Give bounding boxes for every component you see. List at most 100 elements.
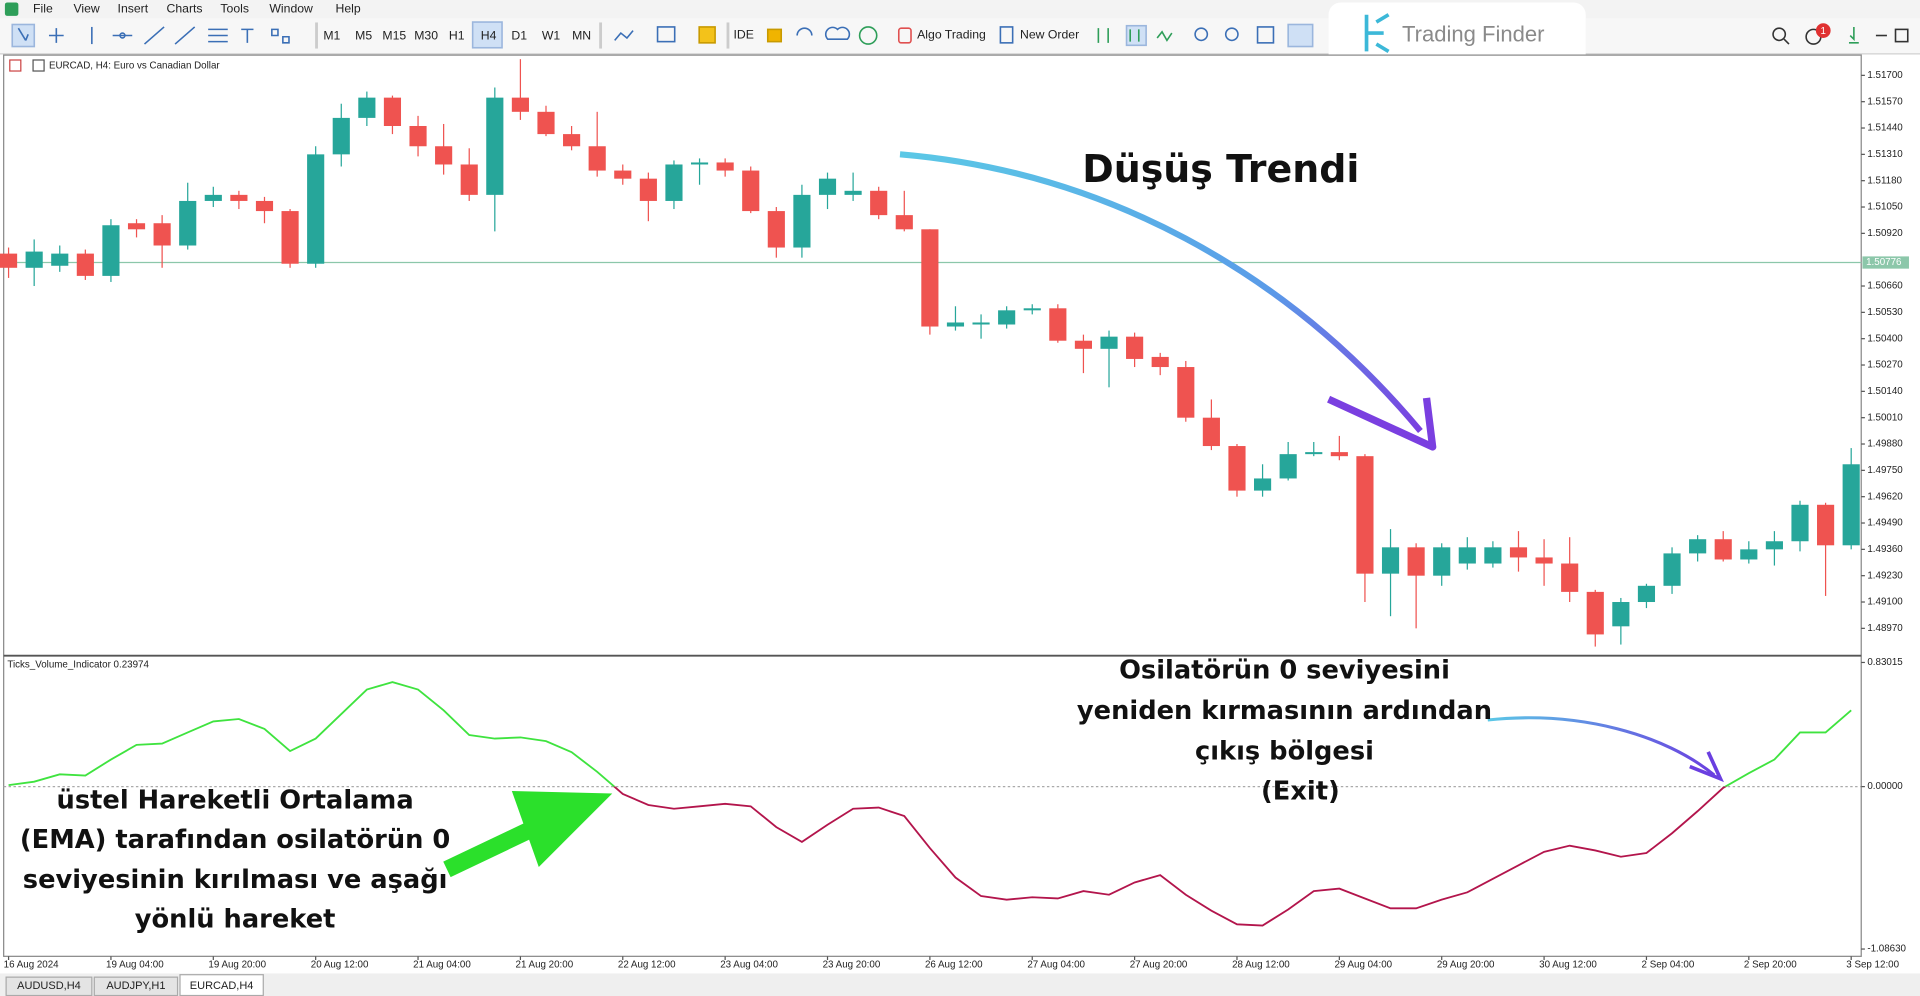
candle-body: [1765, 541, 1783, 550]
x-tick-label: 29 Aug 04:00: [1334, 959, 1392, 970]
entry-annotation: (EMA) tarafından osilatörün 0: [20, 825, 450, 855]
candle-body: [102, 225, 120, 276]
trend-arrow-head: [1327, 395, 1437, 451]
timeframe-button[interactable]: M1: [323, 28, 340, 42]
candle-body: [1126, 336, 1144, 359]
y-tick-label: 1.49620: [1867, 491, 1903, 502]
timeframe-button[interactable]: MN: [572, 28, 591, 42]
candle-body: [25, 251, 43, 268]
candle-body: [1151, 356, 1169, 368]
candle-body: [614, 170, 632, 179]
menu-item[interactable]: View: [73, 1, 99, 15]
chart-icon: [32, 59, 45, 72]
candle-body: [1535, 557, 1553, 564]
y-tick-label: 1.51440: [1867, 123, 1903, 134]
y-tick-label: 1.51310: [1867, 149, 1903, 160]
y-tick-label: 1.49100: [1867, 597, 1903, 608]
candle-body: [998, 310, 1016, 325]
exit-arrow-head: [1689, 751, 1724, 783]
candle-body: [1177, 367, 1195, 418]
candle-body: [844, 190, 862, 195]
candle-body: [230, 194, 248, 201]
timeframe-button[interactable]: H4: [481, 28, 497, 42]
candle-body: [51, 253, 69, 266]
timeframe-button[interactable]: W1: [542, 28, 561, 42]
y-tick-label: 1.50140: [1867, 386, 1903, 397]
candle-body: [460, 164, 478, 195]
candle-body: [1586, 591, 1604, 635]
menu-item[interactable]: Insert: [118, 1, 149, 15]
candle-body: [537, 111, 555, 135]
candle-body: [1074, 340, 1092, 349]
x-tick-label: 22 Aug 12:00: [618, 959, 676, 970]
candle-body: [972, 322, 990, 325]
menu-item[interactable]: Charts: [167, 1, 203, 15]
toolbar-algo-trading[interactable]: Algo Trading: [917, 28, 986, 42]
y-tick-label: 1.51700: [1867, 70, 1903, 81]
entry-arrow-head: [511, 791, 613, 867]
annotation-texts: üstel Hareketli Ortalama (EMA) tarafından…: [20, 656, 1492, 935]
logo-icon: [1364, 13, 1390, 54]
menu-item[interactable]: Tools: [220, 1, 249, 15]
oscillator-line-negative: [612, 786, 1728, 927]
y-tick-label: 1.49750: [1867, 465, 1903, 476]
x-tick-label: 23 Aug 04:00: [720, 959, 778, 970]
y-tick-label: 1.51050: [1867, 202, 1903, 213]
toolbar-new-order[interactable]: New Order: [1020, 28, 1079, 42]
candle-body: [511, 97, 529, 112]
oscillator-line-positive: [8, 681, 1852, 787]
timeframe-button[interactable]: D1: [511, 28, 527, 42]
tab-label: EURCAD,H4: [190, 980, 254, 992]
candle-body: [1791, 504, 1809, 542]
timeframe-button[interactable]: H1: [449, 28, 465, 42]
candle-body: [1817, 504, 1835, 546]
menu-item[interactable]: Help: [336, 1, 361, 15]
menu-item[interactable]: File: [33, 1, 53, 15]
candle-body: [486, 97, 504, 195]
candle-body: [946, 322, 965, 327]
indicator-title: Ticks_Volume_Indicator 0.23974: [7, 659, 149, 670]
candle-body: [1509, 547, 1528, 558]
candle-body: [921, 229, 939, 327]
candle-body: [563, 134, 581, 147]
exit-annotation: çıkış bölgesi: [1195, 736, 1374, 766]
candle-body: [76, 253, 94, 276]
candle-body: [895, 215, 913, 230]
timeframe-button[interactable]: M30: [414, 28, 438, 42]
x-tick-label: 21 Aug 04:00: [413, 959, 471, 970]
candle-body: [153, 223, 171, 246]
candle-body: [870, 190, 888, 216]
toolbar-ide[interactable]: IDE: [733, 28, 753, 42]
y-tick-label: 1.50660: [1867, 281, 1903, 292]
timeframe-button[interactable]: M5: [355, 28, 372, 42]
exit-arrow: [1487, 716, 1716, 777]
candle-body: [1356, 456, 1374, 574]
candle-body: [588, 146, 606, 171]
trend-annotation: Düşüş Trendi: [1082, 147, 1359, 191]
price-label-bg: [1862, 256, 1909, 269]
y-tick-label: 1.51180: [1867, 175, 1902, 186]
y-tick-label: 1.50400: [1867, 333, 1903, 344]
candle-body: [127, 223, 146, 230]
tab-bar: [0, 973, 1920, 996]
candle-body: [1740, 549, 1758, 560]
price-label: 1.50776: [1866, 257, 1902, 268]
x-tick-label: 26 Aug 12:00: [925, 959, 983, 970]
x-tick-label: 2 Sep 04:00: [1642, 959, 1695, 970]
tool-icons: [11, 21, 1909, 49]
tab-label: AUDJPY,H1: [106, 980, 165, 992]
candle-body: [1842, 464, 1860, 546]
candle-body: [1612, 602, 1630, 627]
candle-body: [1100, 336, 1118, 349]
candle-body: [1330, 452, 1348, 457]
candle-body: [255, 200, 274, 212]
menu-item[interactable]: Window: [269, 1, 313, 15]
timeframe-button[interactable]: M15: [382, 28, 406, 42]
toolbar: [0, 18, 1920, 54]
candle-body: [1484, 547, 1502, 564]
candle-body: [1663, 553, 1681, 586]
chart-title: EURCAD, H4: Euro vs Canadian Dollar: [49, 61, 220, 72]
candle-body: [1458, 547, 1476, 564]
candle-body: [332, 117, 350, 155]
